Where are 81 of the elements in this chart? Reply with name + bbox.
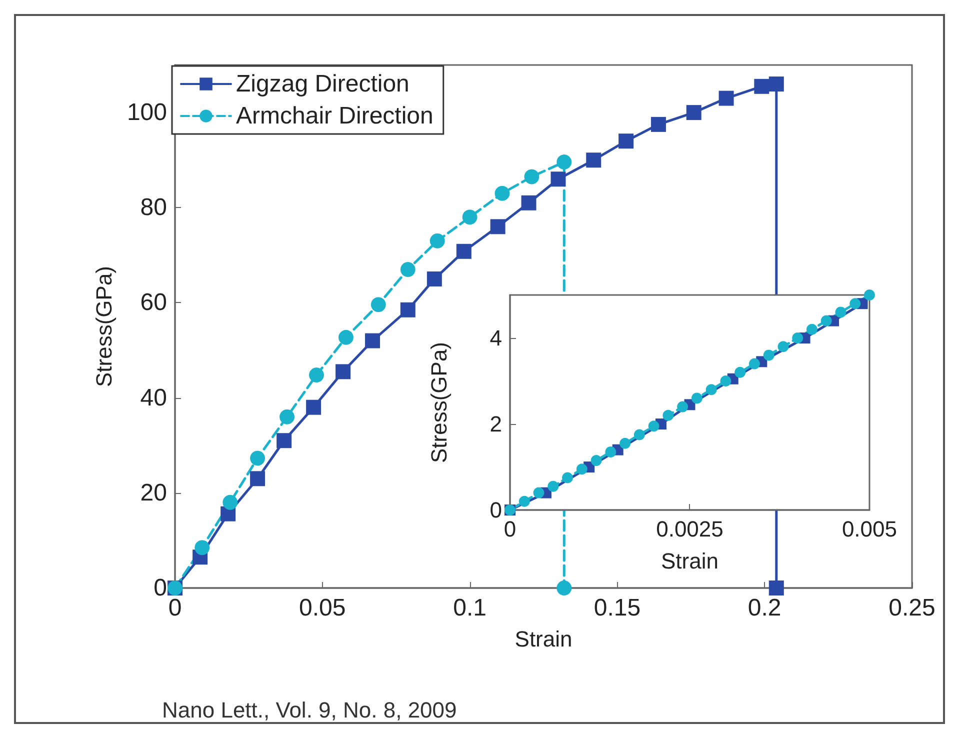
point: [691, 392, 702, 404]
point: [718, 90, 734, 106]
point: [400, 262, 416, 277]
point: [336, 364, 351, 380]
point: [276, 433, 292, 448]
point: [338, 330, 354, 345]
point: [768, 76, 784, 92]
point: [280, 409, 295, 424]
legend-label: Zigzag Direction: [236, 70, 410, 98]
point: [365, 333, 380, 348]
point: [586, 152, 602, 168]
y-tick-label: 4: [490, 326, 502, 350]
point: [562, 472, 574, 484]
point: [618, 134, 634, 149]
point: [306, 400, 322, 415]
point: [494, 186, 510, 201]
point: [634, 429, 645, 440]
y-tick-label: 80: [140, 194, 167, 222]
x-tick-label: 0.25: [888, 594, 936, 622]
x-tick-label: 0.15: [594, 594, 641, 622]
point: [734, 366, 746, 378]
point: [222, 494, 238, 510]
point: [835, 306, 846, 318]
point: [426, 271, 442, 286]
point: [550, 172, 566, 187]
y-tick-label: 2: [490, 412, 502, 436]
point: [763, 350, 774, 361]
point: [524, 169, 540, 184]
x-axis-title: Strain: [660, 548, 718, 574]
point: [194, 540, 210, 556]
point: [250, 450, 266, 466]
point: [400, 302, 416, 318]
point: [686, 105, 702, 120]
point: [590, 455, 602, 466]
x-tick-label: 0.005: [842, 516, 898, 542]
point: [768, 580, 784, 596]
point: [576, 464, 588, 475]
x-tick-label: 0.1: [453, 594, 486, 622]
point: [648, 420, 660, 432]
point: [748, 358, 760, 370]
point: [521, 195, 536, 210]
point: [430, 233, 445, 248]
point: [720, 376, 732, 386]
point: [370, 297, 386, 312]
point: [462, 210, 478, 225]
y-tick-label: 40: [140, 384, 167, 412]
y-tick-label: 60: [140, 289, 167, 316]
y-axis-title: Stress(GPa): [426, 342, 452, 464]
x-tick-label: 0.2: [748, 594, 782, 622]
point: [820, 315, 832, 326]
point: [620, 438, 631, 449]
y-tick-label: 0: [490, 498, 502, 522]
y-tick-label: 100: [126, 99, 167, 126]
point: [677, 401, 688, 412]
point: [650, 116, 666, 132]
point: [548, 480, 559, 492]
point: [754, 78, 770, 94]
y-tick-label: 0: [154, 574, 167, 602]
point: [456, 244, 472, 259]
point: [605, 446, 616, 458]
x-tick-label: 0.05: [299, 594, 346, 622]
point: [309, 368, 324, 382]
x-axis-title: Strain: [514, 626, 572, 652]
point: [792, 332, 804, 344]
point: [556, 154, 572, 170]
text: Nano Lett., Vol. 9, No. 8, 2009: [162, 698, 457, 722]
point: [533, 487, 544, 498]
point: [556, 580, 572, 596]
point: [778, 341, 789, 352]
x-tick-label: 0.0025: [656, 516, 724, 542]
point: [662, 410, 674, 421]
point: [706, 384, 717, 396]
y-tick-label: 20: [140, 479, 167, 506]
legend-label: Armchair Direction: [236, 102, 434, 130]
point: [806, 324, 818, 335]
point: [864, 290, 875, 300]
point: [518, 496, 530, 507]
y-axis-title: Stress(GPa): [92, 266, 116, 388]
point: [250, 471, 266, 486]
point: [490, 219, 506, 234]
point: [850, 298, 861, 310]
